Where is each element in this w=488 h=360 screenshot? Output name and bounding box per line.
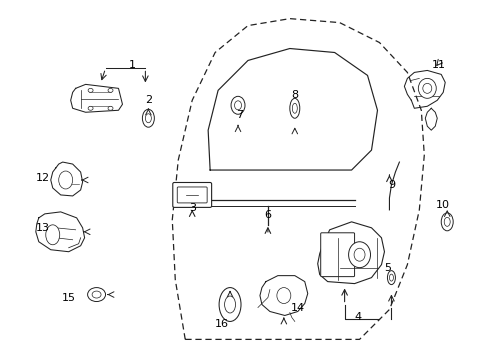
Ellipse shape <box>234 101 241 110</box>
Text: 10: 10 <box>435 200 449 210</box>
Text: 5: 5 <box>383 263 390 273</box>
Ellipse shape <box>108 106 113 110</box>
FancyBboxPatch shape <box>320 233 354 276</box>
Text: 3: 3 <box>188 203 195 213</box>
Ellipse shape <box>417 78 435 98</box>
Text: 2: 2 <box>144 95 152 105</box>
Text: 6: 6 <box>264 210 271 220</box>
Text: 7: 7 <box>236 110 243 120</box>
Ellipse shape <box>422 84 431 93</box>
Text: 9: 9 <box>387 180 394 190</box>
Ellipse shape <box>46 225 60 245</box>
FancyBboxPatch shape <box>172 183 211 207</box>
Ellipse shape <box>108 88 113 92</box>
Ellipse shape <box>142 109 154 127</box>
Text: 16: 16 <box>215 319 228 329</box>
Text: 12: 12 <box>36 173 50 183</box>
Ellipse shape <box>289 98 299 118</box>
Ellipse shape <box>443 217 449 226</box>
Text: 11: 11 <box>431 60 446 71</box>
Ellipse shape <box>92 291 101 298</box>
Ellipse shape <box>88 106 93 110</box>
Ellipse shape <box>292 103 297 113</box>
Text: 15: 15 <box>61 293 76 302</box>
Ellipse shape <box>440 213 452 231</box>
Text: 13: 13 <box>36 223 50 233</box>
Ellipse shape <box>353 248 364 261</box>
Ellipse shape <box>59 171 73 189</box>
Ellipse shape <box>88 88 93 92</box>
Ellipse shape <box>219 288 241 321</box>
Ellipse shape <box>145 114 151 123</box>
Text: 8: 8 <box>291 90 298 100</box>
Ellipse shape <box>386 271 395 285</box>
Ellipse shape <box>276 288 290 303</box>
FancyBboxPatch shape <box>177 187 207 203</box>
Ellipse shape <box>87 288 105 302</box>
Text: 1: 1 <box>129 60 136 71</box>
Ellipse shape <box>348 242 370 268</box>
Ellipse shape <box>224 296 235 313</box>
Text: 14: 14 <box>290 302 304 312</box>
Ellipse shape <box>388 274 393 281</box>
Ellipse shape <box>230 96 244 114</box>
Text: 4: 4 <box>353 312 360 323</box>
